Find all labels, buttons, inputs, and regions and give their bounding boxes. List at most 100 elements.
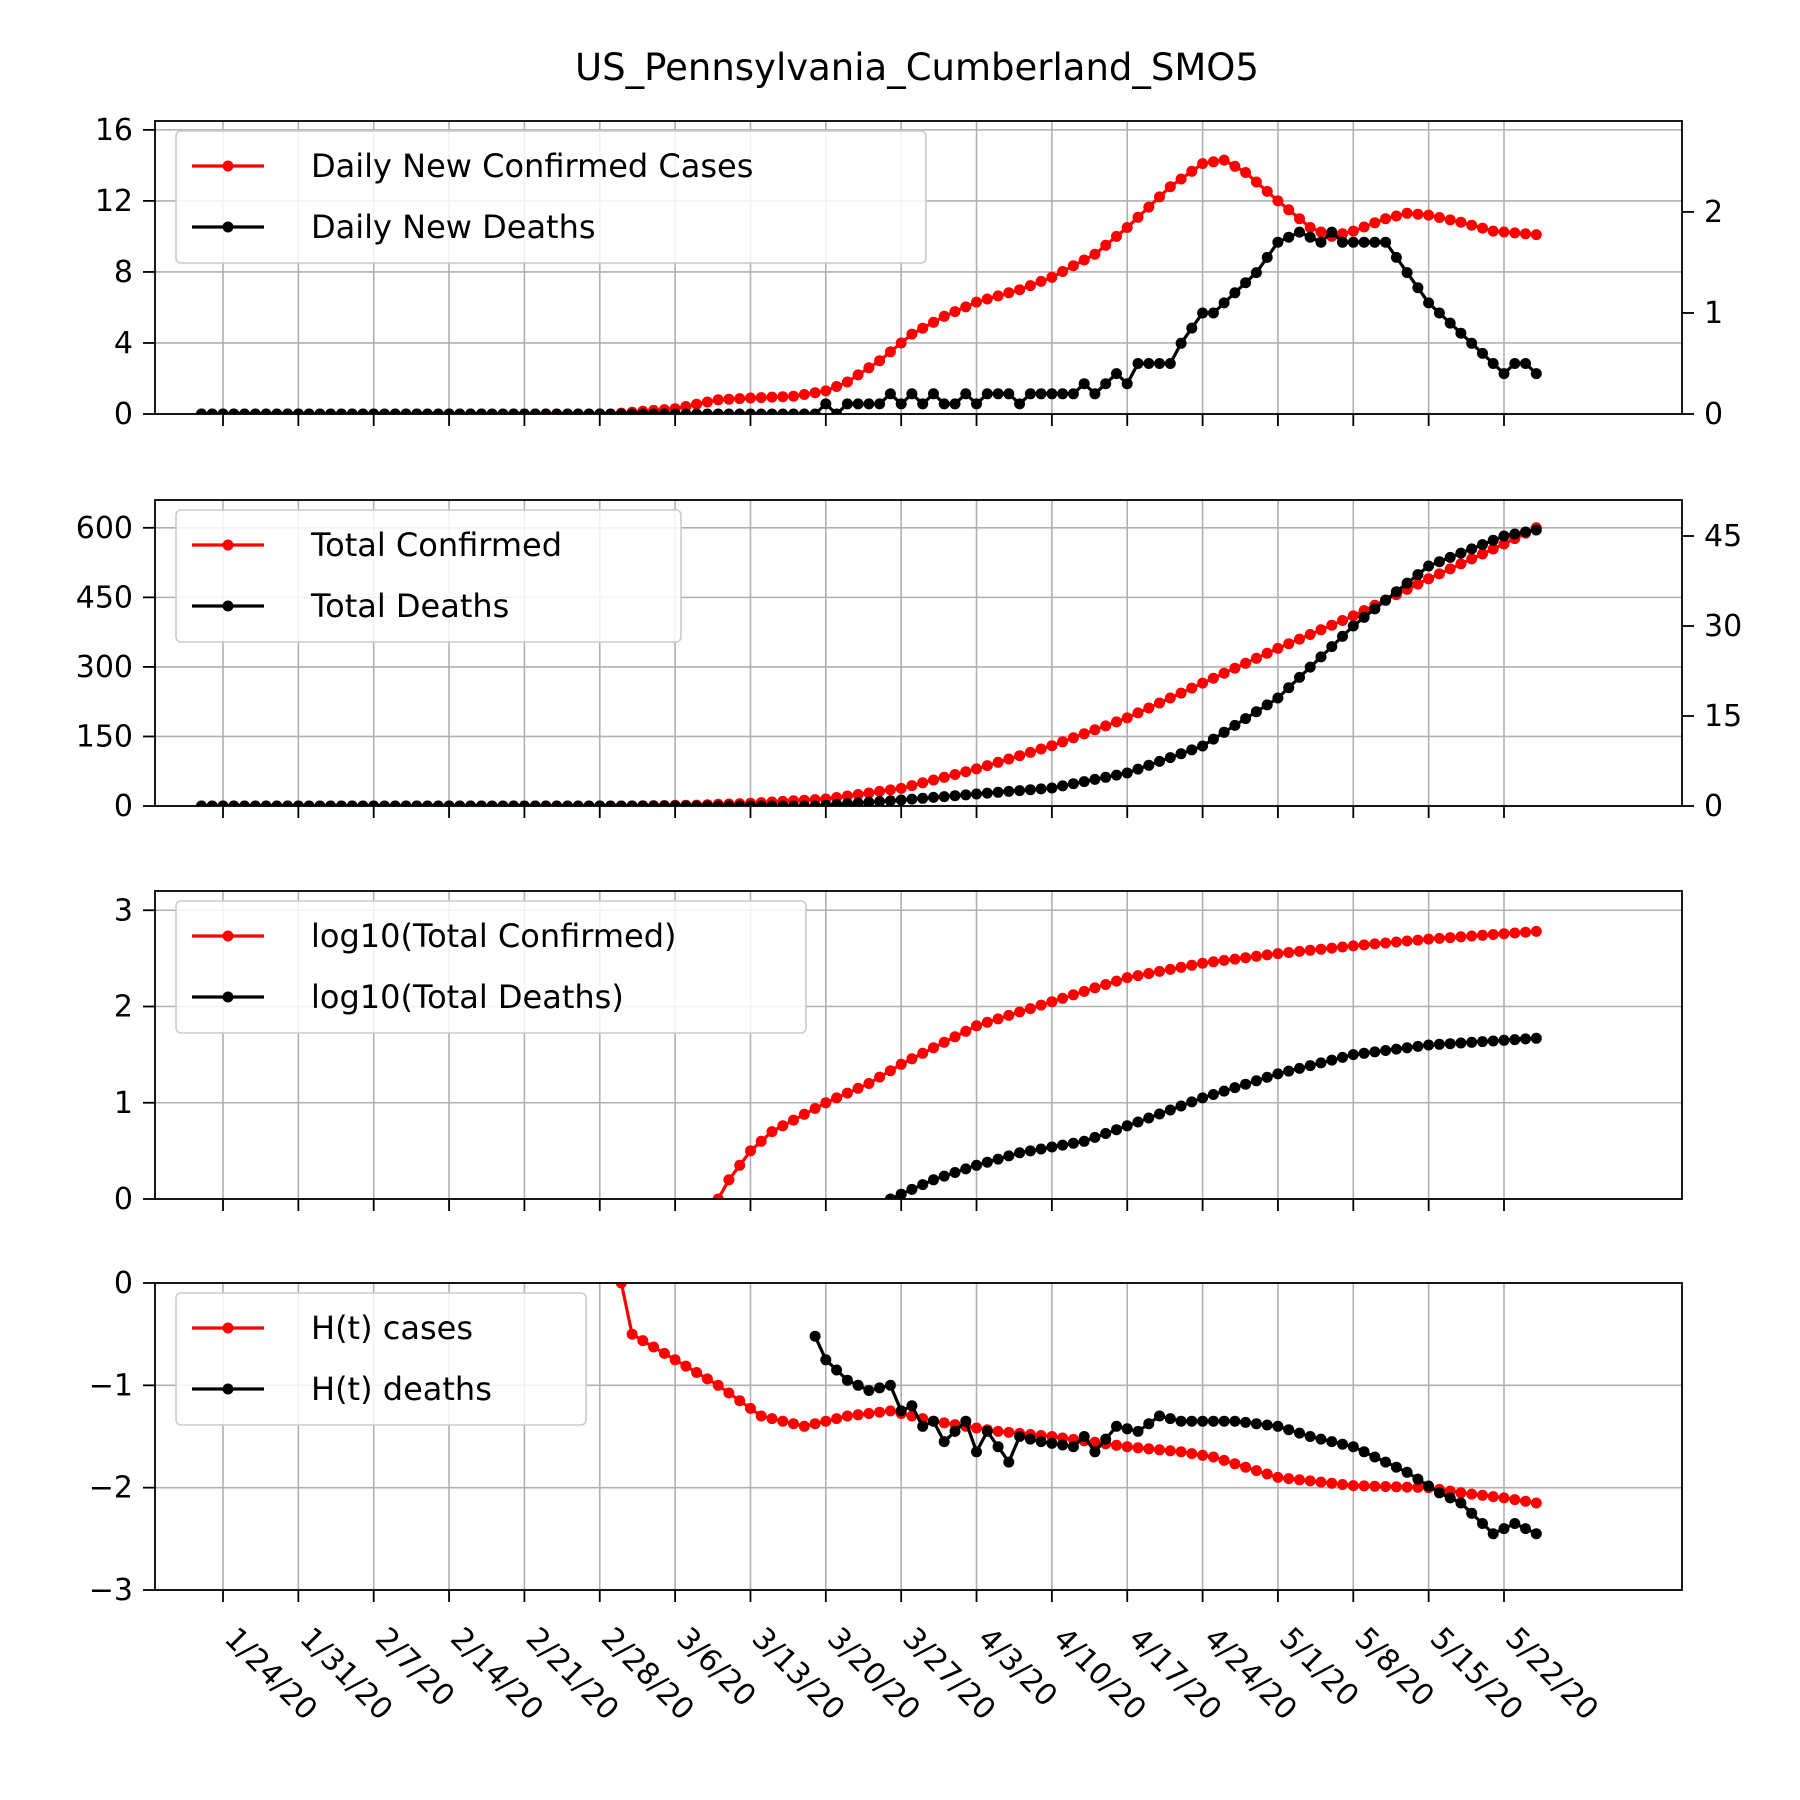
data-point xyxy=(1186,322,1198,334)
data-point xyxy=(443,408,455,414)
data-point xyxy=(798,408,810,414)
data-point xyxy=(1218,154,1230,166)
data-point xyxy=(1358,1446,1370,1458)
data-point xyxy=(1067,388,1079,400)
data-point xyxy=(874,398,886,410)
data-point xyxy=(701,408,713,414)
data-point xyxy=(1111,1124,1122,1136)
data-point xyxy=(1326,1477,1338,1489)
data-point xyxy=(1509,227,1521,239)
data-point xyxy=(1240,1461,1252,1473)
data-point xyxy=(841,376,853,388)
data-point xyxy=(949,769,961,780)
legend-swatch-marker xyxy=(222,539,234,551)
data-point xyxy=(971,1159,982,1171)
data-point xyxy=(841,1087,853,1099)
data-point xyxy=(379,408,390,414)
data-point xyxy=(1057,1139,1069,1151)
data-point xyxy=(981,293,993,305)
data-point xyxy=(1509,1034,1521,1046)
data-point xyxy=(831,1364,843,1376)
data-point xyxy=(615,800,627,806)
data-point xyxy=(1207,733,1219,745)
data-point xyxy=(1530,229,1542,241)
data-point xyxy=(1003,785,1015,797)
data-point xyxy=(777,1415,789,1427)
data-point xyxy=(1250,950,1262,962)
data-point xyxy=(1272,1471,1284,1483)
data-point xyxy=(669,1354,681,1366)
data-point xyxy=(1466,337,1478,349)
data-point xyxy=(798,800,810,806)
data-point xyxy=(1003,1150,1015,1162)
data-point xyxy=(971,788,982,800)
data-point xyxy=(992,290,1004,302)
data-point xyxy=(1315,1057,1327,1069)
data-point xyxy=(884,784,896,796)
data-point xyxy=(691,398,703,410)
data-point xyxy=(1358,236,1370,248)
data-point xyxy=(1304,1060,1316,1072)
data-point xyxy=(1175,748,1187,760)
data-point xyxy=(820,385,832,397)
data-point xyxy=(1121,1120,1133,1132)
data-point xyxy=(917,1420,929,1432)
data-point xyxy=(249,408,261,414)
data-point xyxy=(971,296,982,308)
data-point xyxy=(1175,1100,1187,1112)
data-point xyxy=(508,800,520,806)
data-point xyxy=(1154,697,1165,709)
data-point xyxy=(981,1016,993,1028)
data-point xyxy=(1498,530,1510,542)
data-point xyxy=(852,789,864,800)
chart-title: US_Pennsylvania_Cumberland_SMO5 xyxy=(575,46,1259,89)
legend-box xyxy=(175,900,807,1034)
data-point xyxy=(1347,940,1359,952)
data-point xyxy=(1154,965,1165,977)
data-point xyxy=(1089,388,1101,400)
legend-box xyxy=(175,130,927,264)
data-point xyxy=(1498,1523,1510,1535)
data-point xyxy=(917,1047,929,1059)
data-point xyxy=(1272,1420,1284,1432)
data-point xyxy=(529,800,541,806)
legend-label: log10(Total Deaths) xyxy=(311,978,624,1016)
data-point xyxy=(1337,941,1348,953)
data-point xyxy=(1530,925,1542,937)
data-point xyxy=(1390,936,1402,948)
data-point xyxy=(379,800,390,806)
data-point xyxy=(1358,1480,1370,1492)
data-point xyxy=(992,388,1004,400)
data-point xyxy=(1272,236,1284,248)
data-point xyxy=(1315,1433,1327,1445)
data-point xyxy=(788,408,799,414)
data-point xyxy=(874,1382,886,1394)
data-point xyxy=(1207,307,1219,319)
data-point xyxy=(949,1425,961,1437)
data-point xyxy=(701,396,713,408)
data-point xyxy=(1294,945,1305,957)
data-point xyxy=(777,408,789,414)
data-point xyxy=(1412,1473,1424,1485)
data-point xyxy=(1207,1089,1219,1100)
data-point xyxy=(971,1446,982,1458)
data-point xyxy=(1164,692,1176,704)
data-point xyxy=(1304,629,1316,640)
data-point xyxy=(346,800,358,806)
data-point xyxy=(1100,239,1112,251)
data-point xyxy=(712,408,724,414)
data-point xyxy=(1067,1441,1079,1453)
data-point xyxy=(1433,932,1445,944)
data-point xyxy=(1111,230,1122,242)
data-point xyxy=(1078,1431,1090,1442)
y-tick-label: −2 xyxy=(89,1471,133,1506)
legend-swatch-marker xyxy=(222,1322,234,1334)
data-point xyxy=(1423,1039,1435,1051)
data-point xyxy=(938,1436,950,1448)
data-point xyxy=(1035,275,1047,287)
legend-label: Daily New Deaths xyxy=(311,208,596,246)
data-point xyxy=(723,1174,735,1186)
data-point xyxy=(454,408,466,414)
data-point xyxy=(1498,1492,1510,1504)
data-point xyxy=(1487,225,1499,237)
